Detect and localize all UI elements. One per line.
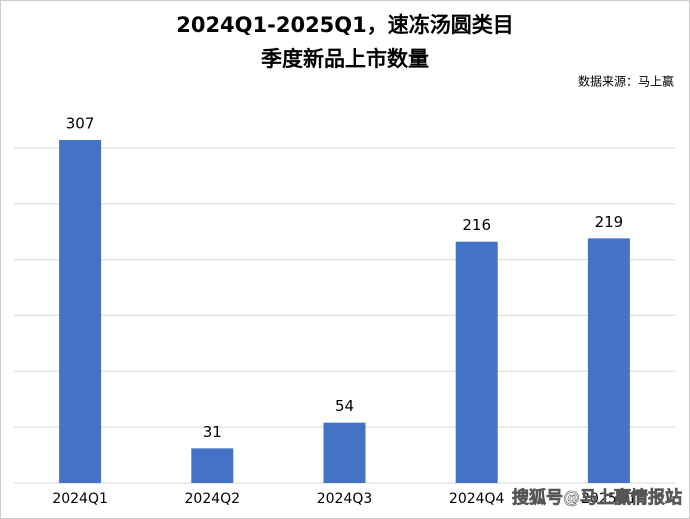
source-note: 数据来源：马上赢 <box>578 74 674 89</box>
data-label: 307 <box>66 115 95 133</box>
data-label: 54 <box>335 397 354 415</box>
bar <box>191 448 234 483</box>
data-label: 31 <box>203 423 222 441</box>
x-tick-label: 2024Q1 <box>52 491 108 507</box>
bar <box>455 241 498 483</box>
x-tick-label: 2024Q2 <box>185 491 241 507</box>
chart-title: 2024Q1-2025Q1，速冻汤圆类目 <box>176 13 514 37</box>
x-tick-label: 2024Q4 <box>449 491 505 507</box>
watermark: 搜狐号@马上赢情报站 <box>512 487 682 508</box>
bar <box>59 140 102 483</box>
chart-subtitle: 季度新品上市数量 <box>261 47 429 71</box>
x-tick-label: 2025Q1 <box>581 491 637 507</box>
bar <box>323 422 366 483</box>
bar <box>587 238 630 483</box>
x-tick-label: 2024Q3 <box>317 491 373 507</box>
data-label: 219 <box>595 213 624 231</box>
data-label: 216 <box>462 216 491 234</box>
